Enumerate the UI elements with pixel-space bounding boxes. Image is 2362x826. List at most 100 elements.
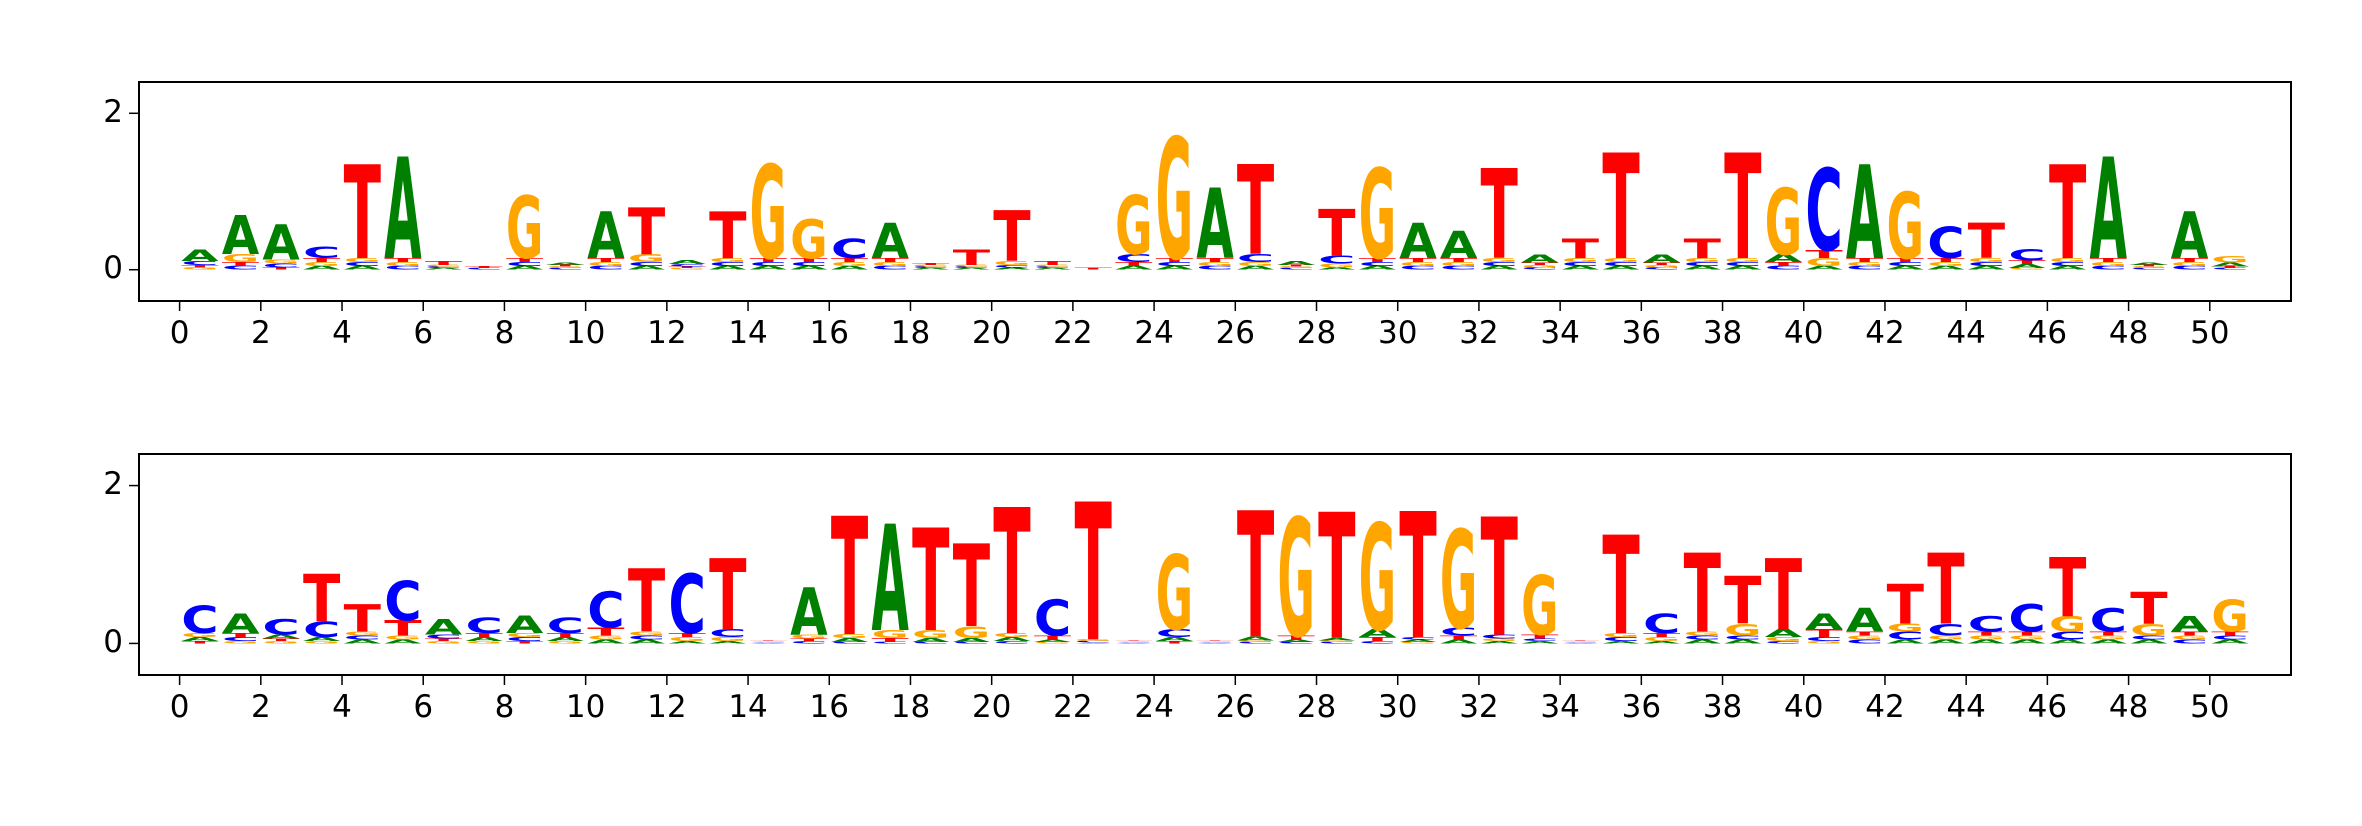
logo-letter: A bbox=[1399, 639, 1437, 643]
logo-letter: G bbox=[2211, 592, 2248, 642]
logo-letter: C bbox=[1927, 219, 1964, 269]
logo-letter: T bbox=[1887, 573, 1925, 636]
logo-letter: G bbox=[2130, 266, 2167, 268]
logo-letter: G bbox=[1440, 504, 1477, 661]
logo-letter: G bbox=[1440, 261, 1477, 267]
logo-letter: A bbox=[831, 265, 869, 271]
logo-letter: G bbox=[1684, 257, 1721, 263]
logo-letter: G bbox=[1765, 170, 1802, 276]
logo-letter: C bbox=[1034, 592, 1071, 648]
logo-letter: T bbox=[344, 596, 382, 640]
logo-letter: A bbox=[1440, 638, 1478, 644]
logo-letter: G bbox=[750, 641, 787, 642]
logo-letter: T bbox=[222, 632, 260, 638]
logo-letter: T bbox=[2008, 631, 2046, 637]
logo-letter: G bbox=[750, 140, 787, 289]
logo-letter: G bbox=[2090, 634, 2127, 640]
logo-letter: A bbox=[181, 636, 219, 642]
x-tick-label: 48 bbox=[2109, 689, 2148, 725]
logo-letter: G bbox=[1724, 621, 1761, 640]
x-tick-label: 16 bbox=[810, 315, 849, 351]
logo-letter: C bbox=[1034, 266, 1071, 268]
x-tick-label: 8 bbox=[495, 689, 515, 725]
logo-letter: T bbox=[871, 257, 909, 263]
logo-letter: T bbox=[222, 261, 260, 267]
logo-letter: G bbox=[1643, 264, 1680, 268]
logo-letter: C bbox=[1359, 261, 1396, 267]
y-tick-label: 0 bbox=[103, 250, 123, 286]
logo-letter: G bbox=[262, 259, 299, 265]
logo-letter: G bbox=[2090, 261, 2127, 267]
x-tick-label: 40 bbox=[1784, 315, 1823, 351]
logo-letter: A bbox=[425, 268, 463, 270]
logo-letter: C bbox=[506, 261, 543, 267]
logo-letter: A bbox=[871, 495, 908, 665]
y-tick-label: 2 bbox=[103, 466, 123, 502]
logo-letter: C bbox=[547, 268, 584, 270]
logo-letter: T bbox=[303, 257, 341, 263]
logo-letter: C bbox=[2008, 596, 2045, 640]
logo-letter: T bbox=[587, 257, 625, 263]
logo-letter: C bbox=[1562, 642, 1599, 643]
logo-letter: C bbox=[1278, 268, 1315, 270]
logo-letter: T bbox=[1278, 265, 1316, 267]
logo-letter: C bbox=[953, 641, 990, 644]
logo-letter: A bbox=[587, 638, 625, 644]
logo-letter: G bbox=[1318, 262, 1355, 268]
x-tick-label: 34 bbox=[1540, 689, 1579, 725]
logo-letter: G bbox=[993, 632, 1030, 638]
x-tick-label: 20 bbox=[972, 689, 1011, 725]
logo-letter: C bbox=[303, 617, 340, 642]
logo-letter: G bbox=[303, 640, 340, 644]
logo-letter: G bbox=[1034, 641, 1071, 644]
logo-letter: G bbox=[790, 634, 827, 640]
logo-letter: T bbox=[1602, 124, 1639, 293]
logo-letter: A bbox=[222, 204, 260, 267]
logo-letter: G bbox=[1562, 257, 1599, 263]
logo-letter: C bbox=[2171, 265, 2208, 271]
logo-letter: C bbox=[465, 613, 502, 638]
logo-letter: G bbox=[1237, 640, 1274, 643]
logo-letter: A bbox=[912, 268, 950, 270]
logo-letter: T bbox=[912, 500, 949, 664]
x-tick-label: 2 bbox=[251, 689, 271, 725]
logo-letter: T bbox=[1765, 539, 1803, 653]
logo-letter: G bbox=[1521, 560, 1558, 655]
logo-letter: T bbox=[1318, 196, 1355, 271]
x-tick-label: 6 bbox=[413, 689, 433, 725]
logo-letter: G bbox=[506, 179, 543, 279]
logo-letter: A bbox=[303, 636, 341, 642]
x-tick-label: 42 bbox=[1865, 315, 1904, 351]
logo-letter: T bbox=[1196, 257, 1234, 263]
logo-letter: G bbox=[1724, 257, 1761, 263]
logo-letter: A bbox=[1684, 265, 1722, 271]
logo-letter: T bbox=[1196, 640, 1234, 641]
logo-letter: C bbox=[587, 584, 624, 640]
logo-letter: A bbox=[1521, 640, 1559, 644]
logo-letter: G bbox=[709, 257, 746, 263]
logo-letter: C bbox=[1318, 641, 1355, 644]
logo-letter: G bbox=[222, 640, 259, 644]
logo-letter: T bbox=[506, 640, 544, 644]
logo-letter: G bbox=[547, 640, 584, 644]
logo-letter: C bbox=[1521, 267, 1558, 271]
logo-letter: A bbox=[1602, 265, 1640, 271]
logo-letter: G bbox=[1359, 145, 1396, 288]
logo-letter: A bbox=[1115, 265, 1153, 271]
logo-letter: A bbox=[262, 634, 300, 640]
logo-letter: T bbox=[1034, 634, 1072, 640]
logo-letter: A bbox=[1034, 268, 1072, 270]
logo-letter: C bbox=[222, 265, 259, 271]
logo-letter: G bbox=[912, 628, 949, 641]
logo-letter: G bbox=[1237, 261, 1274, 267]
logo-letter: C bbox=[750, 261, 787, 267]
y-tick-label: 0 bbox=[103, 624, 123, 660]
logo-letter: T bbox=[1562, 640, 1600, 641]
logo-letter: G bbox=[344, 257, 381, 263]
logo-letter: T bbox=[1521, 262, 1559, 266]
logo-letter: T bbox=[831, 257, 869, 263]
logo-letter: G bbox=[181, 267, 218, 271]
logo-letter: C bbox=[344, 634, 381, 640]
logo-letter: C bbox=[628, 261, 665, 267]
